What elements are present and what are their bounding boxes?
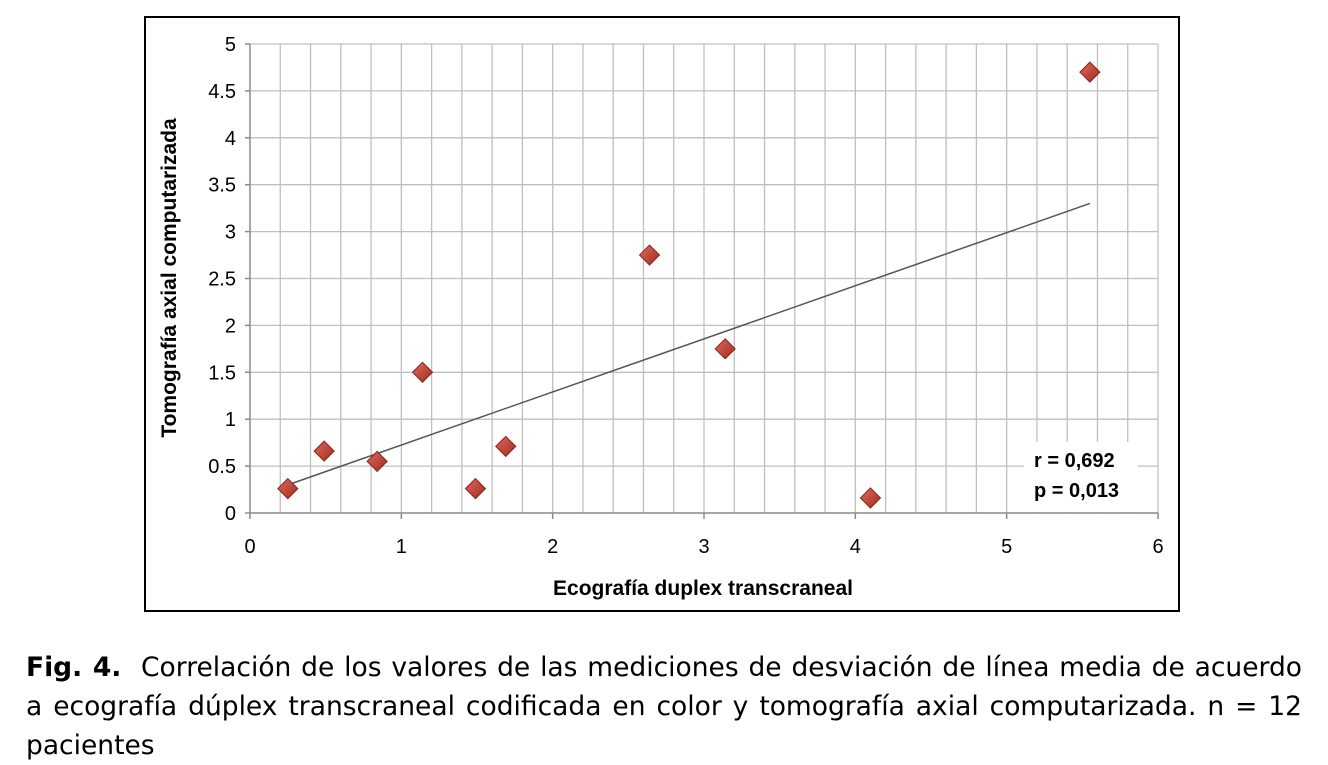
caption-text: Correlación de los valores de las medici… [26, 652, 1302, 761]
data-point [464, 477, 487, 500]
x-tick-label: 1 [396, 536, 407, 558]
trendline [287, 202, 1091, 486]
x-tick-label: 5 [1001, 536, 1012, 558]
r-value-label: r = 0,692 [1034, 450, 1115, 472]
data-point [411, 361, 434, 384]
data-point [1079, 61, 1101, 83]
y-tick-label: 4.5 [208, 81, 236, 103]
y-tick-label: 5 [225, 34, 236, 56]
x-axis-title: Ecografía duplex transcraneal [553, 577, 853, 600]
data-point [638, 244, 661, 266]
y-tick-label: 3 [225, 222, 236, 244]
trendline-group [287, 202, 1091, 486]
x-tick-label: 0 [244, 536, 255, 558]
chart-frame [144, 16, 1180, 612]
stats-box [1024, 442, 1138, 512]
y-tick-label: 2 [225, 315, 236, 337]
data-point [859, 487, 882, 509]
figure-label: Fig. 4. [26, 652, 122, 683]
x-tick-label: 2 [547, 536, 558, 558]
data-point [366, 450, 388, 473]
x-tick-labels: 0 1 2 3 4 5 6 [244, 536, 1163, 558]
y-tick-labels: 0 0.5 1 1.5 2 2.5 3 3.5 4 4.5 5 [208, 34, 236, 525]
y-tick-label: 3.5 [208, 175, 236, 197]
x-tick-label: 6 [1152, 536, 1163, 558]
data-point [495, 435, 517, 458]
data-points [277, 61, 1101, 509]
y-tick-label: 4 [225, 128, 236, 150]
data-point [277, 477, 299, 500]
y-axis-title: Tomografía axial computarizada [158, 118, 181, 438]
y-tick-label: 0 [225, 503, 236, 525]
data-point [313, 440, 335, 462]
x-tick-label: 3 [698, 536, 709, 558]
y-tick-label: 2.5 [208, 269, 236, 291]
axes [245, 43, 1159, 519]
data-point [714, 338, 736, 360]
grid [250, 43, 1159, 513]
x-tick-label: 4 [850, 536, 861, 558]
y-tick-label: 0.5 [208, 456, 236, 478]
p-value-label: p = 0,013 [1034, 480, 1119, 502]
figure-caption: Fig. 4. Correlación de los valores de la… [26, 648, 1302, 765]
y-tick-label: 1 [225, 409, 236, 431]
y-tick-label: 1.5 [208, 362, 236, 384]
